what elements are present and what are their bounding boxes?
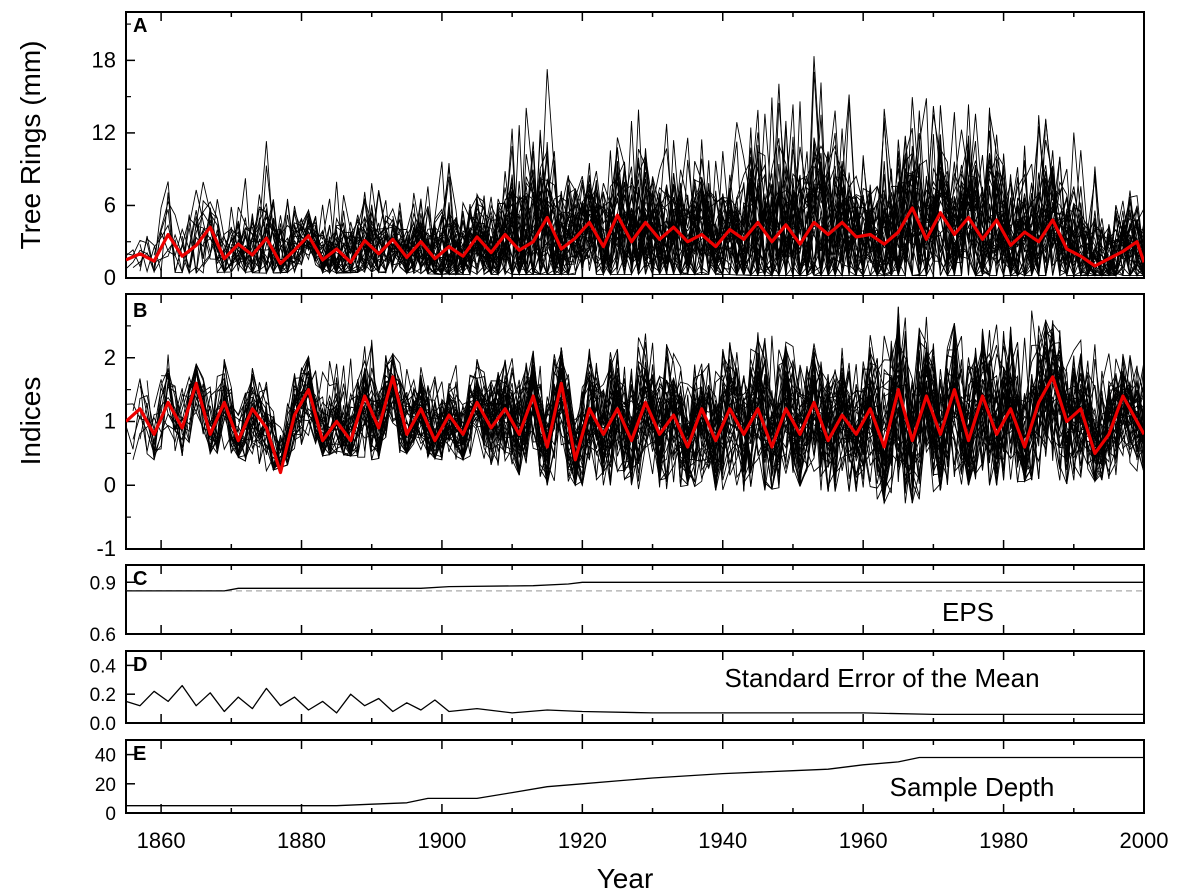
individual-series-line: [392, 109, 1144, 277]
panel-c-annotation: EPS: [942, 597, 994, 627]
panel-d-frame: [125, 650, 1145, 724]
x-tick-label: 1940: [698, 828, 747, 853]
panel-c-letter: C: [133, 568, 147, 590]
x-tick-label: 1900: [417, 828, 466, 853]
x-tick-label: 2000: [1120, 828, 1169, 853]
series-line: [126, 684, 1144, 716]
panel-c-frame: [125, 564, 1145, 635]
x-tick-label: 1880: [277, 828, 326, 853]
individual-series-line: [181, 108, 1144, 277]
panel-e-annotation: Sample Depth: [890, 772, 1055, 802]
panel-a-frame: [125, 11, 1145, 279]
panel-a-plot-area: [126, 56, 1144, 278]
y-tick-label: 0: [104, 265, 116, 290]
individual-series-line: [216, 325, 1144, 504]
panel-a-ylabel: Tree Rings (mm): [15, 41, 46, 250]
y-tick-label: 0: [104, 472, 116, 497]
x-axis-label: Year: [597, 863, 654, 894]
panel-a-letter: A: [133, 15, 147, 37]
individual-series-line: [237, 322, 1144, 483]
panel-b-letter: B: [133, 300, 147, 322]
series-line: [126, 581, 1144, 592]
panel-b-plot-area: [126, 306, 1144, 505]
y-tick-label: -1: [96, 536, 116, 561]
y-tick-label: 0.4: [90, 656, 117, 677]
y-tick-label: 2: [104, 345, 116, 370]
series-line: [126, 756, 1144, 807]
individual-series-line: [378, 306, 1144, 504]
individual-series-line: [483, 82, 1144, 277]
x-tick-label: 1860: [137, 828, 186, 853]
panel-e-plot-area: [126, 756, 1144, 807]
panel-d-plot-area: [126, 684, 1144, 716]
panel-d-annotation: Standard Error of the Mean: [724, 663, 1039, 693]
individual-series-line: [139, 154, 1144, 277]
individual-series-line: [139, 331, 1144, 492]
individual-series-line: [188, 56, 1144, 277]
y-tick-label: 0.9: [90, 573, 116, 594]
y-tick-label: 1: [104, 409, 116, 434]
y-tick-label: 40: [95, 746, 116, 767]
y-tick-label: 6: [104, 192, 116, 217]
y-tick-label: 12: [92, 120, 116, 145]
y-tick-label: 0: [105, 804, 116, 825]
y-tick-label: 20: [95, 775, 116, 796]
y-tick-label: 0.6: [90, 625, 116, 646]
panel-b-ylabel: Indices: [15, 377, 46, 466]
individual-series-line: [195, 322, 1144, 504]
panel-c-plot-area: [126, 581, 1144, 592]
x-tick-label: 1920: [558, 828, 607, 853]
panel-e-letter: E: [133, 743, 146, 765]
x-tick-label: 1960: [839, 828, 888, 853]
y-tick-label: 0.2: [90, 685, 116, 706]
data-series: [126, 56, 1144, 807]
individual-series-line: [132, 98, 1144, 278]
individual-series-line: [301, 69, 1144, 278]
mean-chronology-line: [126, 375, 1144, 475]
y-tick-label: 0.0: [90, 714, 116, 735]
x-tick-label: 1980: [979, 828, 1028, 853]
panel-e-frame: [125, 739, 1145, 814]
individual-series-line: [126, 141, 1144, 277]
mean-chronology-line: [126, 206, 1144, 268]
panel-d-letter: D: [133, 654, 147, 676]
y-tick-label: 18: [92, 47, 116, 72]
